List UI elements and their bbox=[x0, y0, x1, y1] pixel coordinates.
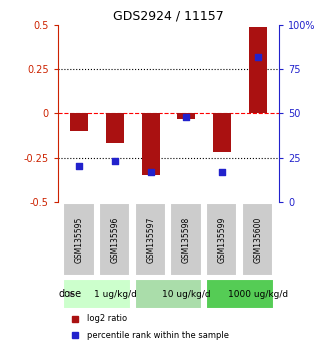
Point bbox=[148, 169, 153, 175]
Text: GSM135595: GSM135595 bbox=[75, 217, 84, 263]
Text: log2 ratio: log2 ratio bbox=[87, 314, 127, 323]
Bar bbox=[106, 113, 124, 143]
FancyBboxPatch shape bbox=[63, 279, 131, 309]
FancyBboxPatch shape bbox=[242, 203, 273, 276]
FancyBboxPatch shape bbox=[206, 279, 274, 309]
Point bbox=[255, 54, 260, 59]
FancyBboxPatch shape bbox=[206, 203, 238, 276]
Bar bbox=[142, 113, 160, 175]
FancyBboxPatch shape bbox=[63, 203, 95, 276]
Bar bbox=[249, 27, 267, 113]
Text: dose: dose bbox=[58, 289, 82, 299]
Point bbox=[220, 169, 225, 175]
Text: GSM135597: GSM135597 bbox=[146, 217, 155, 263]
Point bbox=[112, 158, 117, 164]
Text: 10 ug/kg/d: 10 ug/kg/d bbox=[162, 290, 211, 298]
Text: 1 ug/kg/d: 1 ug/kg/d bbox=[93, 290, 136, 298]
Text: GSM135599: GSM135599 bbox=[218, 217, 227, 263]
FancyBboxPatch shape bbox=[134, 203, 166, 276]
Text: GSM135596: GSM135596 bbox=[110, 217, 119, 263]
Text: percentile rank within the sample: percentile rank within the sample bbox=[87, 331, 229, 339]
Text: GSM135600: GSM135600 bbox=[253, 217, 262, 263]
FancyBboxPatch shape bbox=[170, 203, 202, 276]
FancyBboxPatch shape bbox=[134, 279, 203, 309]
Text: 1000 ug/kg/d: 1000 ug/kg/d bbox=[228, 290, 288, 298]
Point bbox=[77, 164, 82, 169]
Point bbox=[184, 114, 189, 120]
Bar bbox=[213, 113, 231, 152]
Title: GDS2924 / 11157: GDS2924 / 11157 bbox=[113, 9, 224, 22]
Bar bbox=[70, 113, 88, 131]
Text: GSM135598: GSM135598 bbox=[182, 217, 191, 263]
FancyBboxPatch shape bbox=[99, 203, 130, 276]
Bar bbox=[178, 113, 195, 119]
